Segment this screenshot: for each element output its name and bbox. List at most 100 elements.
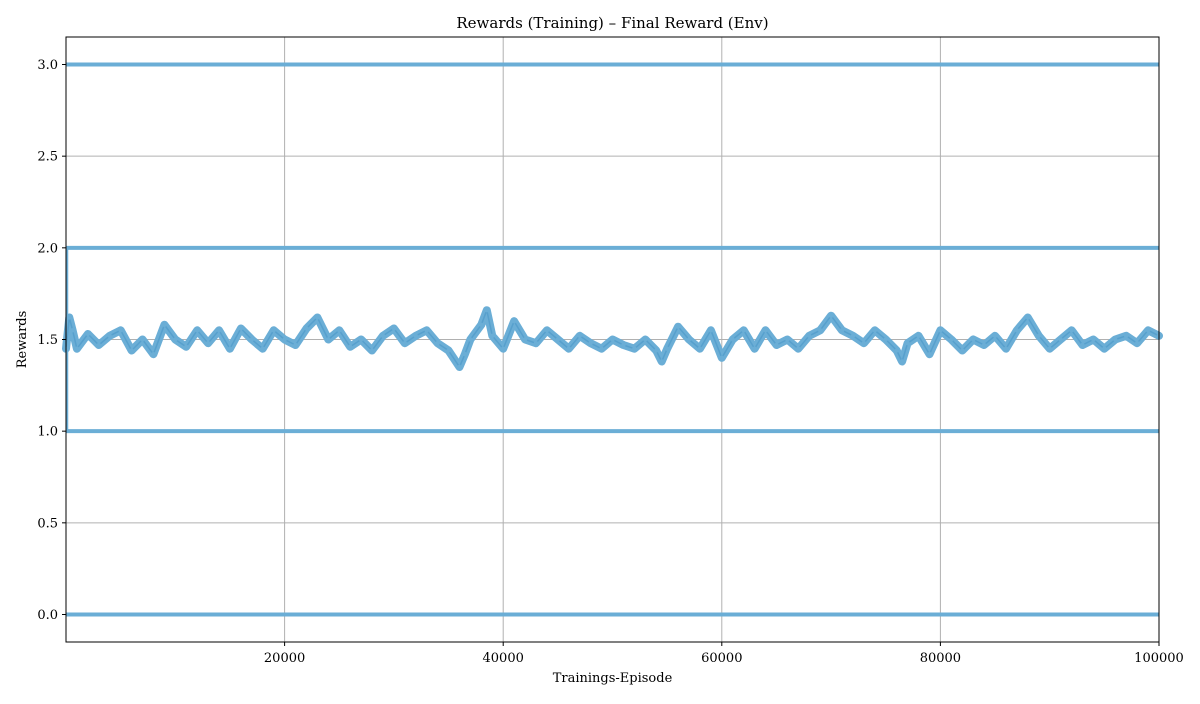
data-point bbox=[1091, 337, 1096, 342]
data-point bbox=[501, 346, 506, 351]
data-point bbox=[708, 328, 714, 333]
data-point bbox=[85, 331, 91, 337]
y-tick-label: 2.0 bbox=[37, 241, 58, 256]
data-point bbox=[522, 337, 528, 342]
x-axis-label: Trainings-Episode bbox=[553, 671, 673, 686]
data-point bbox=[533, 340, 539, 346]
data-point bbox=[151, 351, 156, 357]
data-point bbox=[970, 337, 976, 342]
data-point bbox=[763, 328, 768, 333]
data-point bbox=[468, 337, 473, 342]
data-point bbox=[555, 337, 561, 342]
data-point bbox=[129, 348, 134, 353]
data-point bbox=[260, 346, 265, 351]
data-point bbox=[905, 340, 910, 346]
data-point bbox=[1080, 342, 1085, 348]
data-point bbox=[67, 315, 72, 320]
data-point bbox=[861, 340, 867, 346]
data-point bbox=[566, 346, 571, 351]
data-point bbox=[1069, 328, 1074, 333]
data-point bbox=[238, 326, 244, 331]
data-point bbox=[1047, 346, 1052, 351]
data-point bbox=[796, 346, 801, 351]
data-point bbox=[916, 333, 921, 339]
data-point bbox=[1058, 337, 1063, 342]
data-point bbox=[1102, 346, 1107, 351]
data-point bbox=[402, 340, 408, 346]
data-point bbox=[282, 337, 287, 342]
data-point bbox=[369, 348, 375, 353]
data-point bbox=[774, 342, 779, 348]
data-point bbox=[1145, 328, 1151, 333]
y-tick-label: 0.5 bbox=[37, 516, 58, 531]
data-point bbox=[216, 328, 222, 333]
data-point bbox=[347, 344, 353, 350]
data-point bbox=[107, 333, 112, 339]
data-point bbox=[337, 328, 342, 333]
x-tick-label: 100000 bbox=[1134, 651, 1184, 666]
data-point bbox=[380, 333, 386, 339]
data-point bbox=[872, 328, 878, 333]
data-point bbox=[850, 333, 856, 339]
data-point bbox=[184, 344, 189, 350]
data-point bbox=[304, 326, 309, 331]
data-point bbox=[817, 328, 823, 333]
data-point bbox=[927, 351, 932, 357]
y-tick-label: 1.5 bbox=[37, 333, 58, 348]
data-point bbox=[621, 342, 626, 348]
data-point bbox=[899, 359, 905, 364]
data-point bbox=[457, 364, 462, 370]
data-point bbox=[544, 328, 550, 333]
series-layer bbox=[62, 62, 1163, 617]
y-tick-label: 1.0 bbox=[37, 425, 58, 440]
data-point bbox=[741, 328, 746, 333]
data-point bbox=[894, 348, 899, 353]
data-point bbox=[752, 346, 757, 351]
data-point bbox=[719, 355, 724, 361]
data-point bbox=[315, 315, 320, 320]
data-point bbox=[462, 351, 468, 357]
data-point bbox=[194, 328, 200, 333]
data-point bbox=[643, 337, 648, 342]
data-point bbox=[577, 333, 582, 339]
data-point bbox=[949, 337, 954, 342]
x-tick-label: 60000 bbox=[701, 651, 742, 666]
y-axis-label: Rewards bbox=[15, 311, 30, 369]
x-tick-label: 80000 bbox=[920, 651, 961, 666]
y-axis-ticks: 0.0 0.5 1.0 1.5 2.0 2.5 3.0 bbox=[37, 58, 66, 623]
data-point bbox=[1036, 333, 1041, 339]
x-tick-label: 20000 bbox=[264, 651, 305, 666]
data-point bbox=[293, 342, 298, 348]
data-point bbox=[479, 322, 484, 328]
data-point bbox=[839, 328, 845, 333]
data-point bbox=[162, 322, 167, 328]
data-point bbox=[599, 346, 604, 351]
y-tick-label: 3.0 bbox=[37, 58, 58, 73]
chart-title: Rewards (Training) – Final Reward (Env) bbox=[456, 14, 768, 32]
data-point bbox=[659, 359, 664, 364]
data-point bbox=[484, 307, 490, 313]
data-point bbox=[358, 337, 364, 342]
data-point bbox=[981, 342, 987, 348]
data-point bbox=[74, 346, 80, 351]
data-point bbox=[785, 337, 790, 342]
data-point bbox=[828, 313, 834, 318]
x-axis-ticks: 20000 40000 60000 80000 100000 bbox=[264, 642, 1184, 666]
data-point bbox=[435, 340, 440, 346]
data-point bbox=[807, 333, 812, 339]
y-tick-label: 0.0 bbox=[37, 608, 58, 623]
data-point bbox=[632, 346, 637, 351]
data-point bbox=[205, 340, 211, 346]
data-point bbox=[610, 337, 615, 342]
data-point bbox=[326, 337, 331, 342]
data-point bbox=[1014, 328, 1020, 333]
data-point bbox=[883, 337, 888, 342]
data-point bbox=[686, 337, 692, 342]
data-point bbox=[271, 328, 276, 333]
data-point bbox=[1113, 337, 1118, 342]
data-point bbox=[960, 348, 965, 353]
data-point bbox=[1003, 346, 1009, 351]
data-point bbox=[391, 326, 397, 331]
